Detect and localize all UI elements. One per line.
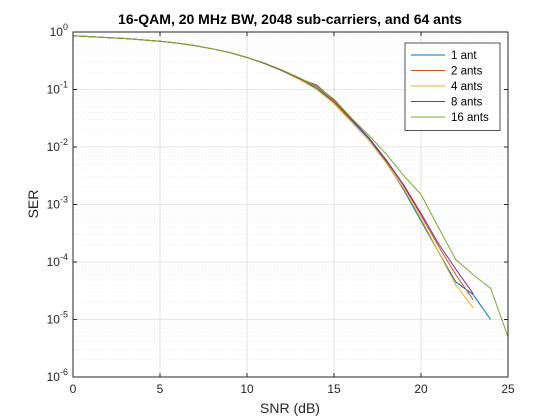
legend-label-4: 8 ants <box>451 97 483 109</box>
y-tick-label: 10-4 <box>47 252 68 269</box>
x-tick-label: 15 <box>327 382 341 396</box>
x-axis-label: SNR (dB) <box>260 400 320 416</box>
y-tick-label: 100 <box>50 22 68 39</box>
legend-label-3: 4 ants <box>451 81 483 93</box>
x-tick-label: 0 <box>70 382 77 396</box>
y-axis-label: SER <box>25 190 41 219</box>
chart-title: 16-QAM, 20 MHz BW, 2048 sub-carriers, an… <box>118 11 462 27</box>
y-tick-label: 10-3 <box>47 195 68 212</box>
x-tick-label: 5 <box>157 382 164 396</box>
y-tick-label: 10-1 <box>47 80 68 97</box>
y-tick-label: 10-5 <box>47 310 68 327</box>
x-tick-label: 25 <box>501 382 515 396</box>
legend: 1 ant 2 ants 4 ants 8 ants 16 ants <box>405 43 500 131</box>
y-tick-label: 10-6 <box>47 367 68 384</box>
y-tick-label: 10-2 <box>47 137 68 154</box>
x-tick-label: 10 <box>240 382 254 396</box>
legend-label-5: 16 ants <box>451 112 489 124</box>
legend-label-1: 1 ant <box>451 50 477 62</box>
x-tick-label: 20 <box>414 382 428 396</box>
legend-label-2: 2 ants <box>451 66 483 78</box>
